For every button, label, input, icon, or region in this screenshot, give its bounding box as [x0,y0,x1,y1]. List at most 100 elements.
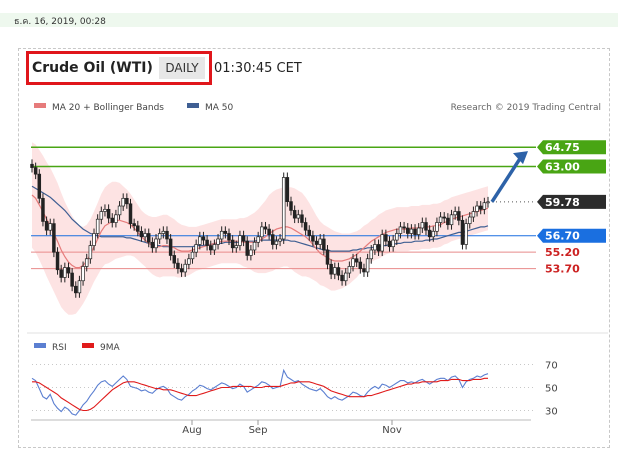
candle-body [398,226,403,234]
candle-body [198,236,202,245]
candle-body [128,203,133,224]
candle-body [271,234,275,245]
level-tag-59-78 [537,194,606,209]
candle-body [376,244,381,252]
candle-body [252,241,257,251]
candle-body [205,239,209,246]
candle-body [245,240,249,256]
candle-body [168,238,173,256]
candle-body [219,230,224,240]
candle-body [340,274,344,282]
rsi-legend-label: RSI [52,343,67,353]
candle-body [161,230,166,234]
candle-body [311,235,315,242]
candle-body [486,201,490,204]
candle-body [391,239,395,248]
candle-body [285,177,290,202]
candle-body [92,233,96,246]
candle-body [475,205,479,212]
candle-body [146,233,151,243]
candle-body [395,233,399,241]
candle-body [274,240,279,245]
candle-body [187,258,191,265]
rsi-line [31,368,489,416]
candle-body [216,238,220,245]
candle-body [136,225,140,232]
level-tag-64-75 [537,140,606,155]
timeframe-badge[interactable]: DAILY [159,57,205,79]
ma50-legend-swatch [187,103,199,108]
candle-body [234,245,239,249]
candle-body [132,223,136,227]
rsi-tick-70: 70 [545,361,558,372]
candle-body [176,262,180,270]
candle-body [121,197,125,207]
projection-arrow-head [513,151,528,165]
x-tick-label-Sep: Sep [249,425,268,436]
candle-body [424,222,428,231]
candle-body [95,218,100,234]
candle-body [478,205,483,210]
candle-body [336,267,341,276]
candle-body [30,163,34,168]
candle-body [139,230,144,238]
candle-body [106,208,111,219]
candle-body [70,272,74,287]
rsi-tick-30: 30 [545,407,558,418]
candle-body [460,219,465,245]
x-tick-label-Nov: Nov [382,425,402,436]
candle-body [442,216,446,219]
candle-body [314,240,319,245]
candle-body [343,272,348,282]
candle-body [88,245,93,260]
credit-label: Research © 2019 Trading Central [451,103,601,113]
level-tag-63-00 [537,159,606,174]
candle-body [125,197,129,205]
rsi-ma-legend-swatch [82,343,94,348]
candle-body [438,216,443,223]
candle-body [165,230,169,240]
candle-body [351,258,355,267]
candles [30,159,490,298]
candle-body [333,267,337,275]
candle-body [48,223,52,231]
candle-body [431,230,436,238]
candle-body [464,223,468,245]
candle-body [77,280,82,294]
candle-body [256,236,260,243]
candle-body [362,268,366,273]
candle-body [227,233,231,241]
candle-body [358,261,363,270]
candle-body [303,222,308,231]
candle-body [84,258,89,267]
x-tick-label-Aug: Aug [182,425,202,436]
candle-body [449,214,454,226]
candle-body [482,202,487,210]
candle-body [183,263,187,273]
candle-body [223,230,228,234]
candle-body [373,244,377,251]
candle-body [241,235,246,242]
ma20-legend-label: MA 20 + Bollinger Bands [52,103,164,113]
candle-body [420,222,425,229]
projection-arrow-shaft [490,156,523,203]
chart-time: 01:30:45 CET [214,61,302,76]
candle-body [44,221,49,231]
title-highlight-box [26,51,212,85]
bollinger-band [32,142,488,315]
candle-body [292,210,297,219]
candle-body [201,236,206,241]
candle-body [416,227,421,235]
candle-body [37,173,42,199]
timestamp-bar: ธ.ค. 16, 2019, 00:28 [0,13,618,27]
candle-body [457,211,461,221]
candle-body [143,233,147,238]
candle-body [307,229,311,237]
candle-body [55,251,60,271]
candle-body [318,238,322,245]
candle-body [103,208,107,212]
ma50-legend-label: MA 50 [205,103,234,113]
candle-body [263,226,268,230]
rsi-legend-swatch [34,343,46,348]
candle-body [230,239,235,249]
